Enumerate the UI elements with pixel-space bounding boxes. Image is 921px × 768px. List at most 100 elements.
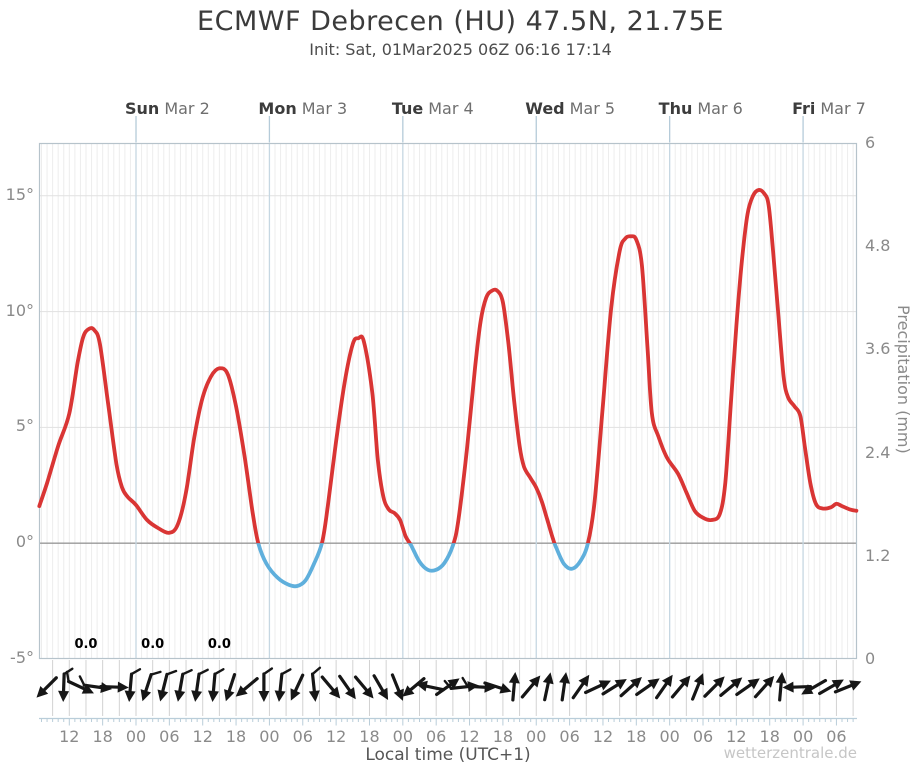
wind-arrow	[818, 679, 844, 696]
precip-sum-label: 0.0	[74, 637, 98, 652]
wind-arrow	[258, 667, 274, 702]
day-name: Tue	[391, 99, 424, 118]
wind-arrow	[402, 677, 426, 697]
x-tick-30: 06	[159, 727, 180, 746]
x-axis-title: Local time (UTC+1)	[365, 745, 531, 765]
x-tick-150: 06	[826, 727, 847, 746]
wind-arrow	[99, 681, 129, 693]
day-date: Mar 7	[820, 99, 866, 118]
wind-arrow	[372, 674, 389, 700]
y-axis-label-15: 15°	[5, 184, 34, 204]
x-tick-144: 00	[792, 727, 814, 746]
day-date: Mar 5	[569, 99, 616, 118]
x-tick-126: 06	[692, 727, 714, 746]
wind-arrow	[174, 668, 193, 702]
precip-sum-label: 0.0	[141, 637, 165, 652]
x-tick-138: 18	[759, 727, 780, 746]
wind-arrow	[338, 674, 356, 700]
wind-arrow	[483, 681, 512, 694]
x-tick-12: 12	[59, 727, 80, 746]
precip-axis-label-1.2: 1.2	[865, 545, 891, 565]
wind-arrow	[290, 673, 305, 701]
day-name: Fri	[792, 99, 816, 118]
day-label-wed: Wed Mar 5	[525, 99, 615, 118]
wind-arrow	[65, 670, 94, 694]
day-date: Mar 3	[301, 99, 348, 118]
watermark: wetterzentrale.de	[723, 744, 857, 762]
wind-arrow	[191, 668, 209, 702]
day-name: Mon	[258, 99, 297, 118]
day-name: Sun	[125, 99, 160, 118]
y-axis-label-5: 5°	[15, 416, 34, 436]
wind-arrow	[435, 678, 460, 697]
wind-arrow	[703, 676, 725, 698]
wind-arrow	[274, 668, 292, 702]
day-label-thu: Thu Mar 6	[659, 99, 743, 118]
wind-arrow	[140, 670, 162, 702]
wind-arrow	[320, 675, 341, 699]
day-date: Mar 2	[164, 99, 210, 118]
x-tick-114: 18	[626, 727, 647, 746]
wind-arrow	[235, 677, 259, 697]
x-tick-42: 18	[225, 727, 247, 746]
wind-arrow	[542, 672, 554, 702]
page-title: ECMWF Debrecen (HU) 47.5N, 21.75E	[197, 6, 724, 37]
wind-arrow	[584, 680, 611, 695]
temperature-curve-above-zero	[37, 188, 859, 544]
x-tick-96: 00	[526, 727, 547, 746]
wind-arrow	[308, 666, 322, 702]
wind-arrow	[390, 673, 404, 701]
wind-arrow	[655, 674, 673, 700]
wind-arrow	[224, 673, 237, 702]
x-tick-90: 18	[492, 727, 514, 746]
x-tick-108: 12	[592, 727, 614, 746]
wind-arrow	[508, 672, 520, 702]
wind-arrow	[719, 677, 743, 697]
y-axis-label-0: 0°	[15, 532, 34, 552]
x-tick-102: 06	[559, 727, 580, 746]
precip-axis-label-2.4: 2.4	[865, 442, 891, 462]
wind-arrow	[775, 672, 787, 702]
x-tick-60: 12	[325, 727, 347, 746]
wind-arrow	[670, 675, 691, 699]
wind-arrow	[801, 678, 828, 695]
wind-arrow	[735, 678, 760, 697]
x-tick-54: 06	[292, 727, 313, 746]
y-axis-label-10: 10°	[5, 300, 34, 320]
day-name: Wed	[525, 99, 565, 118]
day-label-sun: Sun Mar 2	[125, 99, 210, 118]
wind-arrow	[157, 669, 178, 702]
precip-axis-label-4.8: 4.8	[865, 236, 891, 256]
x-tick-132: 12	[726, 727, 747, 746]
y-axis-label--5: -5°	[10, 648, 34, 667]
x-tick-84: 12	[459, 727, 480, 746]
wind-arrow	[753, 675, 775, 699]
precip-axis-label-3.6: 3.6	[865, 339, 891, 359]
wind-arrow	[619, 676, 642, 698]
precip-axis-label-0: 0	[865, 649, 876, 668]
x-tick-66: 18	[359, 727, 380, 746]
wind-arrow	[833, 680, 862, 694]
wind-arrow	[691, 673, 705, 701]
x-tick-78: 06	[425, 727, 447, 746]
precip-sum-label: 0.0	[207, 637, 231, 652]
day-date: Mar 6	[697, 99, 743, 118]
right-axis-title: Precipitation (mm)	[894, 305, 913, 454]
wind-arrow	[601, 679, 627, 696]
x-tick-18: 18	[92, 727, 113, 746]
day-label-fri: Fri Mar 7	[792, 99, 866, 118]
wind-arrow	[58, 667, 74, 702]
x-tick-72: 00	[392, 727, 413, 746]
wind-arrow	[353, 675, 374, 699]
wind-arrow	[124, 668, 142, 702]
wind-arrow	[635, 678, 660, 697]
wind-arrow	[571, 674, 590, 700]
x-tick-120: 00	[659, 727, 680, 746]
day-label-tue: Tue Mar 4	[392, 99, 474, 118]
wind-arrow	[415, 680, 445, 692]
x-tick-24: 00	[125, 727, 147, 746]
temperature-curve-below-zero	[256, 543, 590, 589]
x-tick-48: 00	[259, 727, 280, 746]
